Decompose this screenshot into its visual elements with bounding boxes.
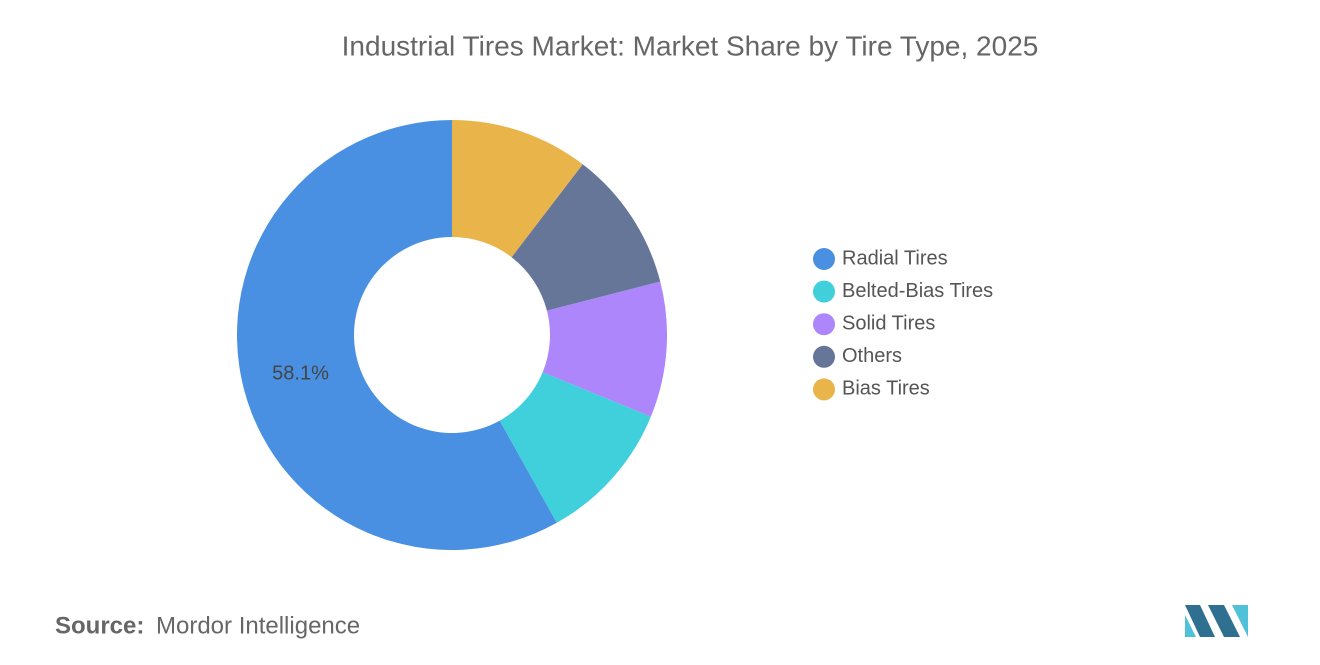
legend-label: Belted-Bias Tires	[842, 280, 993, 302]
legend-label: Radial Tires	[842, 247, 948, 269]
legend-marker	[813, 313, 835, 336]
donut-slice	[236, 120, 557, 550]
legend-label: Others	[842, 345, 902, 367]
legend-marker	[813, 378, 835, 401]
legend-marker	[813, 248, 835, 270]
donut-slice	[499, 372, 651, 523]
logo	[1185, 605, 1248, 637]
legend-marker	[813, 280, 835, 303]
donut-slice	[511, 164, 661, 311]
legend-label: Solid Tires	[842, 312, 935, 334]
legend-label: Bias Tires	[842, 378, 930, 400]
data-label: 58.1%	[272, 363, 329, 385]
legend-marker	[813, 345, 835, 368]
donut-slice	[452, 120, 583, 258]
chart-title: Industrial Tires Market: Market Share by…	[342, 30, 1039, 61]
source: Mordor Intelligence	[156, 612, 360, 639]
source-label: Source:	[55, 612, 144, 639]
donut-slice	[542, 281, 667, 417]
